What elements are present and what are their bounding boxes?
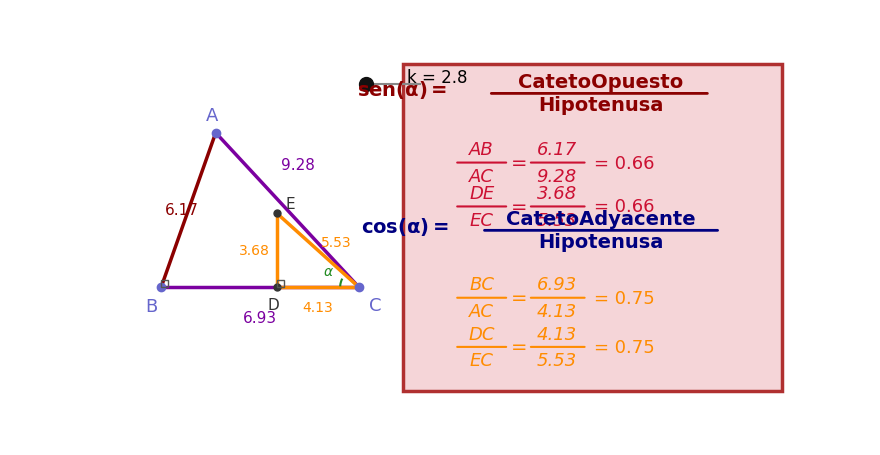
Text: CatetoAdyacente: CatetoAdyacente <box>506 210 696 229</box>
Text: 6.17: 6.17 <box>165 203 199 218</box>
Text: 3.68: 3.68 <box>537 185 576 202</box>
Text: DC: DC <box>468 325 495 343</box>
Text: = 0.75: = 0.75 <box>594 338 655 356</box>
Text: = 0.66: = 0.66 <box>594 154 655 172</box>
Text: = 0.66: = 0.66 <box>594 198 655 216</box>
FancyBboxPatch shape <box>403 65 781 391</box>
Text: 4.13: 4.13 <box>537 325 576 343</box>
Text: D: D <box>268 298 280 313</box>
Text: AC: AC <box>469 303 495 320</box>
Text: AB: AB <box>469 141 494 159</box>
Text: 5.53: 5.53 <box>537 211 576 229</box>
Text: $\alpha$: $\alpha$ <box>323 265 334 279</box>
Text: 5.53: 5.53 <box>321 235 352 249</box>
Text: Hipotenusa: Hipotenusa <box>539 96 664 115</box>
Text: Hipotenusa: Hipotenusa <box>539 233 664 252</box>
Text: AC: AC <box>469 167 495 186</box>
Text: =: = <box>511 338 527 357</box>
Text: 9.28: 9.28 <box>281 157 314 172</box>
Text: 3.68: 3.68 <box>239 244 270 258</box>
Text: EC: EC <box>470 211 494 229</box>
Text: CatetoOpuesto: CatetoOpuesto <box>518 73 684 92</box>
Text: =: = <box>511 288 527 308</box>
Text: 6.17: 6.17 <box>537 141 576 159</box>
Text: EC: EC <box>470 351 494 369</box>
Text: 9.28: 9.28 <box>537 167 576 186</box>
Text: 6.93: 6.93 <box>537 276 576 294</box>
Text: 5.53: 5.53 <box>537 351 576 369</box>
Text: E: E <box>285 196 295 211</box>
Text: BC: BC <box>469 276 495 294</box>
Text: =: = <box>511 197 527 217</box>
Text: 4.13: 4.13 <box>303 300 334 314</box>
Text: = 0.75: = 0.75 <box>594 289 655 307</box>
Text: 4.13: 4.13 <box>537 303 576 320</box>
Text: k = 2.8: k = 2.8 <box>407 68 467 86</box>
Text: 6.93: 6.93 <box>243 310 277 325</box>
Text: C: C <box>370 296 382 314</box>
Text: DE: DE <box>469 185 495 202</box>
Text: $\mathbf{cos(\alpha) =}$: $\mathbf{cos(\alpha) =}$ <box>361 215 449 237</box>
Text: =: = <box>511 154 527 173</box>
Text: $\mathbf{sen(\alpha) =}$: $\mathbf{sen(\alpha) =}$ <box>357 79 448 101</box>
Text: A: A <box>206 107 218 125</box>
Text: B: B <box>145 298 157 315</box>
